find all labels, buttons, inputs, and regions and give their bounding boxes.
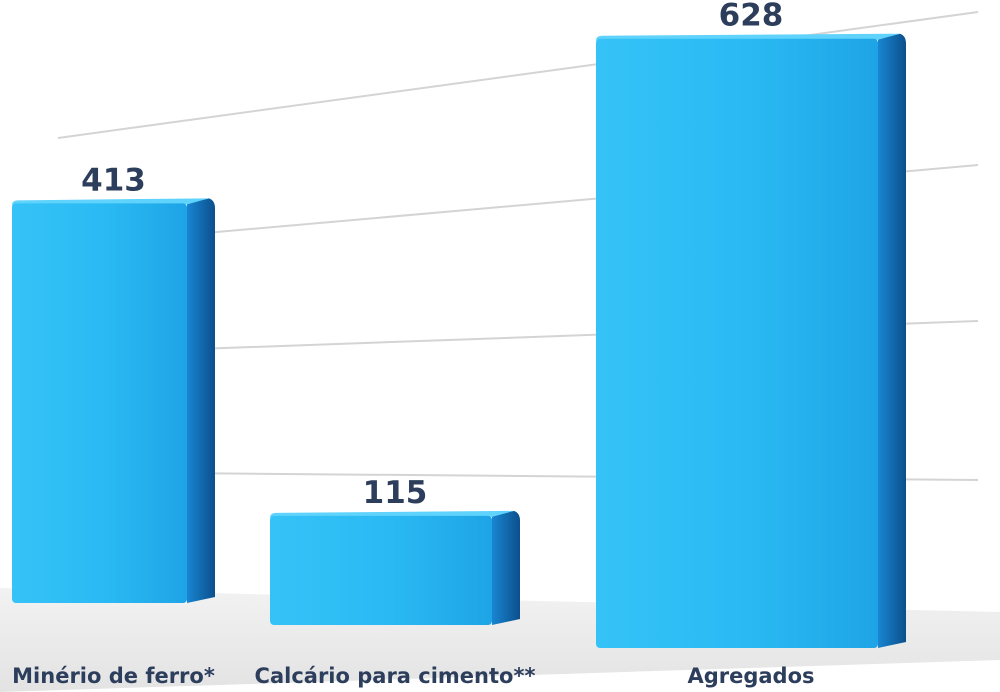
bar-side <box>492 510 520 625</box>
value-labels: 413 115 628 <box>81 0 783 511</box>
bars <box>12 33 906 648</box>
bar-calcario-para-cimento <box>270 510 520 625</box>
category-label-agregados: Agregados <box>687 664 814 688</box>
category-label-calcario-para-cimento: Calcário para cimento** <box>255 664 536 688</box>
bar-front <box>270 515 492 625</box>
bar-agregados <box>596 33 906 648</box>
category-labels: Minério de ferro* Calcário para cimento**… <box>12 664 814 688</box>
category-label-minerio-de-ferro: Minério de ferro* <box>12 664 215 688</box>
bar-side <box>187 198 215 603</box>
bar-front <box>12 203 187 603</box>
bar-minerio-de-ferro <box>12 198 215 603</box>
gridline-1 <box>57 11 979 139</box>
value-label-minerio-de-ferro: 413 <box>81 162 146 198</box>
bar-front <box>596 38 878 648</box>
bar-side <box>878 33 906 648</box>
value-label-calcario-para-cimento: 115 <box>363 475 428 511</box>
value-label-agregados: 628 <box>719 0 784 34</box>
